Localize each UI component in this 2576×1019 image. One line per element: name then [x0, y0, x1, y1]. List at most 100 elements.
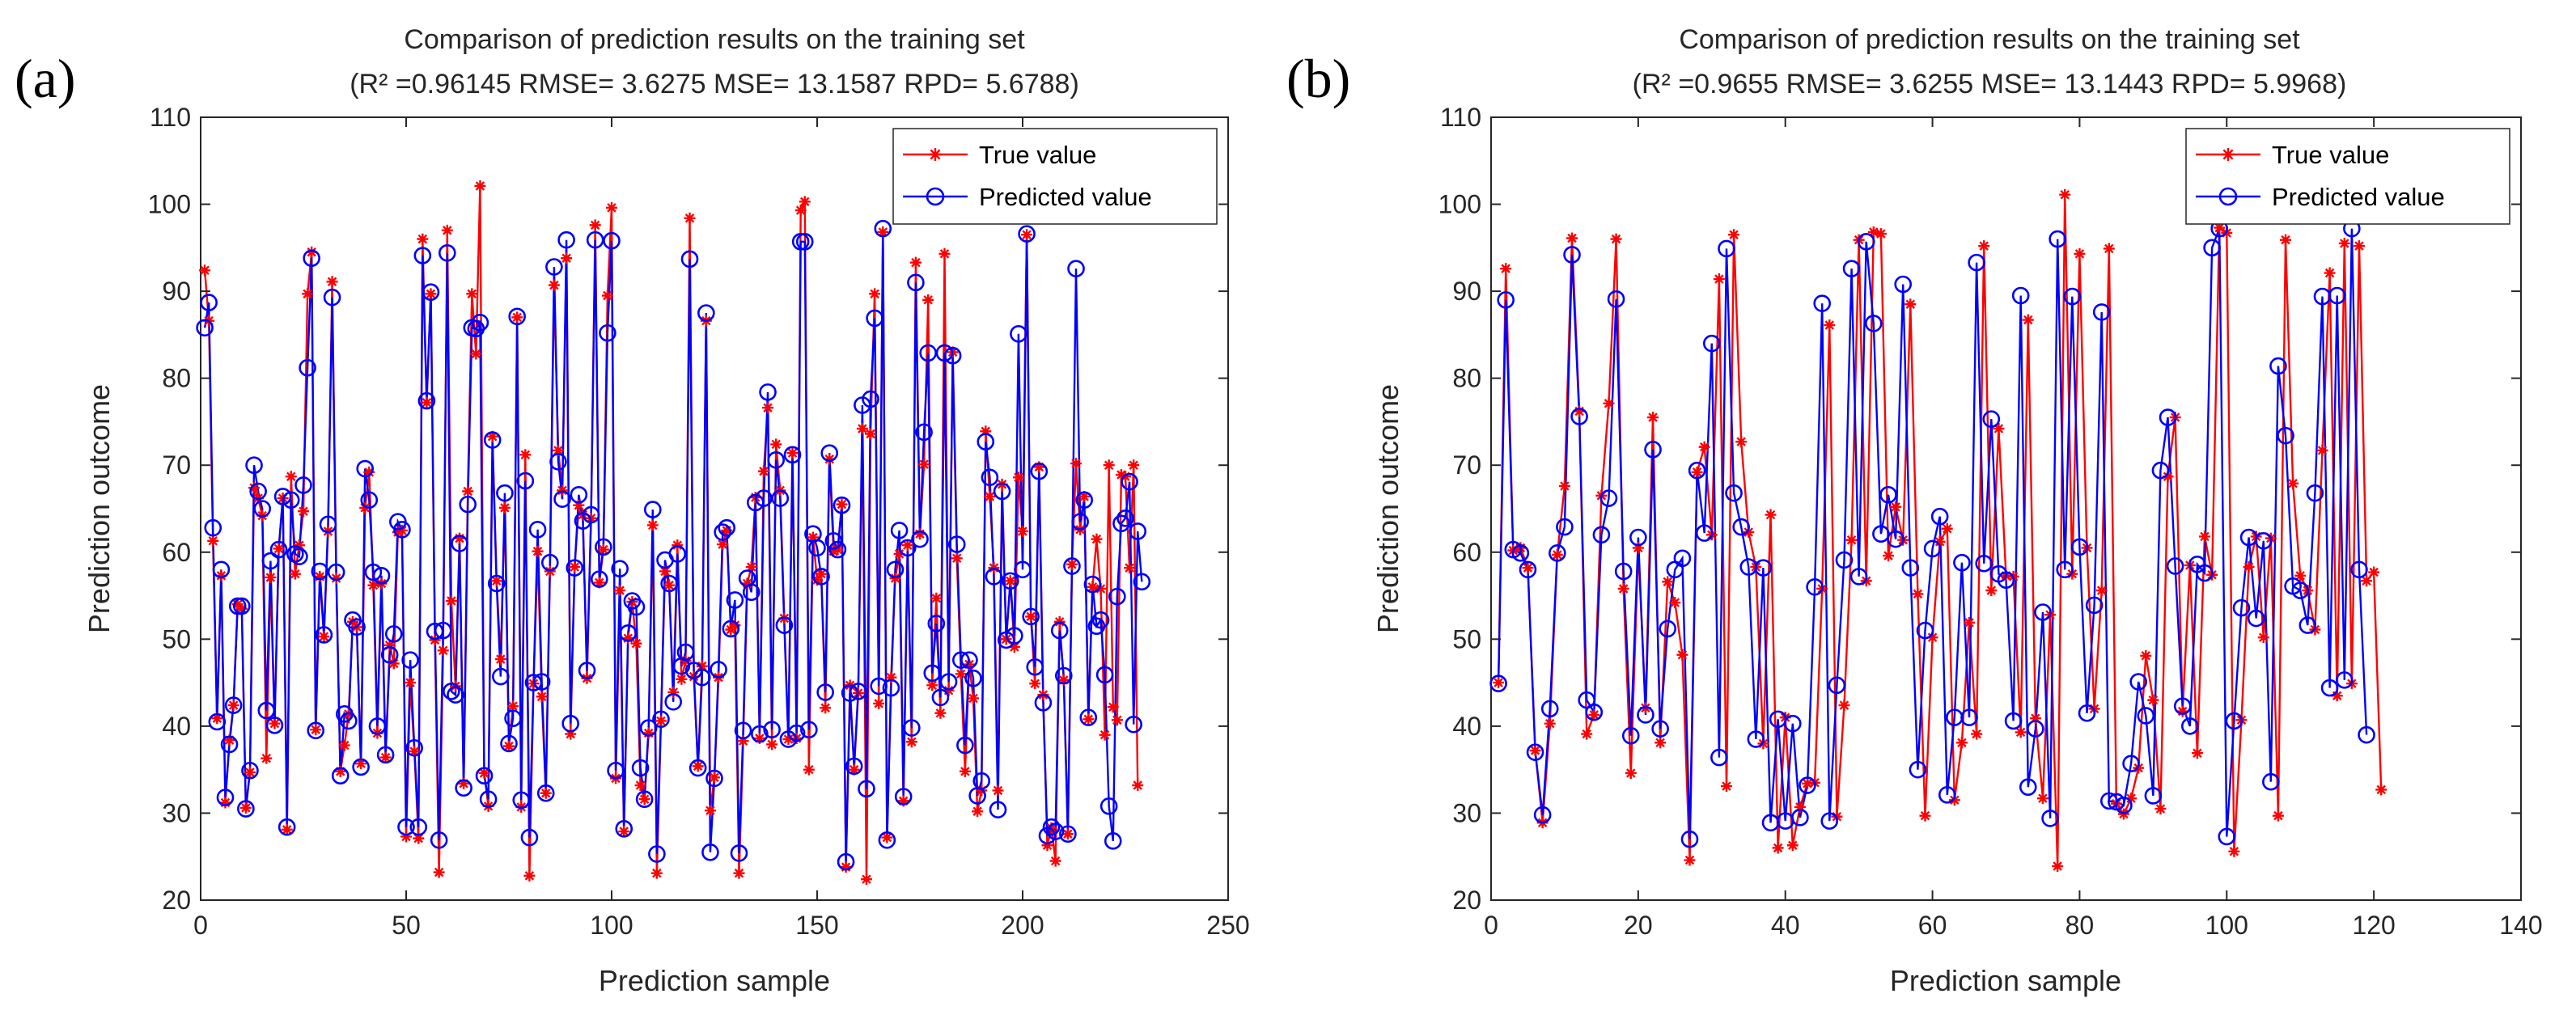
true-value-point [766, 738, 778, 751]
predicted-value-point [1909, 760, 1927, 779]
predicted-value-point [1585, 703, 1604, 721]
true-value-point [951, 552, 963, 564]
true-value-point [1610, 233, 1622, 245]
true-value-point [445, 595, 457, 607]
true-value-point [737, 735, 749, 747]
predicted-value-point [2041, 810, 2059, 827]
predicted-value-point [1059, 825, 1077, 844]
true-value-point [733, 867, 745, 879]
true-value-point [1008, 641, 1020, 653]
true-value-point [363, 466, 375, 478]
true-value-point [2338, 237, 2350, 249]
true-value-point [2375, 784, 2387, 796]
predicted-value-point [841, 684, 859, 702]
true-value-point [601, 290, 613, 302]
predicted-value-point [487, 574, 506, 593]
predicted-value-point [894, 788, 913, 805]
true-value-point [223, 734, 235, 746]
true-value-point [721, 524, 733, 536]
predicted-value-point [997, 631, 1015, 649]
predicted-value-point [2078, 704, 2096, 722]
true-value-point [293, 539, 305, 552]
chart-b-title: Comparison of prediction results on the … [1679, 24, 2300, 55]
predicted-value-point [492, 667, 510, 686]
x-tick-label: 200 [1001, 911, 1044, 940]
predicted-value-point [935, 344, 954, 362]
predicted-value-point [2262, 772, 2280, 791]
true-value-point [972, 805, 984, 818]
true-value-point [873, 697, 885, 709]
predicted-value-point [688, 759, 707, 777]
true-value-point [885, 671, 897, 683]
predicted-value-point [763, 721, 781, 738]
true-value-point [302, 288, 314, 300]
predicted-value-point [549, 453, 567, 471]
predicted-value-point [664, 692, 683, 711]
true-value-point [306, 246, 318, 258]
true-value-point [474, 180, 486, 192]
predicted-value-point [1533, 805, 1552, 824]
predicted-value-point [870, 677, 888, 696]
true-value-point [211, 712, 223, 725]
predicted-value-point [208, 712, 227, 731]
true-value-point [1124, 562, 1136, 574]
true-value-point [2154, 803, 2167, 815]
true-value-point [2022, 314, 2034, 326]
predicted-value-point [397, 818, 415, 836]
predicted-value-point [2063, 287, 2082, 306]
predicted-value-point [545, 258, 563, 276]
y-tick-label: 100 [1438, 190, 1481, 219]
true-value-point [470, 348, 482, 360]
predicted-value-point [1599, 489, 1618, 507]
predicted-value-point [1968, 253, 1985, 272]
y-tick-label: 110 [1440, 103, 1481, 132]
true-value-point [396, 524, 408, 536]
predicted-value-point [216, 789, 235, 806]
predicted-value-point [528, 521, 547, 539]
predicted-value-point [710, 661, 727, 679]
y-tick-label: 100 [148, 190, 191, 219]
true-value-point [676, 673, 688, 685]
predicted-value-point [718, 518, 736, 537]
predicted-value-point [1865, 315, 1883, 332]
true-value-point [865, 428, 877, 440]
true-value-point [569, 561, 581, 573]
chart-panel-b: (b) Comparison of prediction results on … [1286, 24, 2543, 997]
chart-b-ylabel: Prediction outcome [1371, 384, 1405, 633]
predicted-value-point [2298, 616, 2317, 634]
true-value-point [614, 585, 626, 597]
true-value-point [1057, 674, 1070, 686]
true-value-point [905, 736, 917, 748]
y-tick-label: 40 [162, 712, 191, 741]
true-value-point [207, 535, 219, 547]
y-tick-label: 40 [1452, 712, 1481, 741]
predicted-value-point [635, 790, 654, 809]
true-value-point [1985, 585, 1998, 597]
true-value-point [265, 571, 277, 583]
true-value-point [1551, 549, 1563, 561]
true-value-point [1801, 777, 1813, 789]
true-value-point [1128, 459, 1140, 471]
true-value-point [490, 575, 502, 587]
predicted-value-point [2166, 557, 2184, 575]
predicted-value-point [1695, 524, 1714, 542]
true-value-point [2214, 222, 2226, 234]
true-value-point [622, 632, 634, 645]
true-value-point [803, 763, 815, 776]
true-value-point [1544, 717, 1556, 729]
predicted-value-point [212, 560, 231, 579]
predicted-value-point [2137, 707, 2155, 725]
predicted-value-point [1842, 260, 1861, 277]
true-value-point [634, 780, 646, 792]
true-value-point [655, 715, 667, 727]
y-tick-label: 80 [162, 364, 191, 393]
predicted-value-point [331, 767, 350, 784]
predicted-value-point [1938, 786, 1956, 804]
predicted-value-point [1725, 484, 1743, 502]
predicted-value-point [2335, 671, 2354, 689]
true-value-point [1786, 839, 1799, 852]
true-value-point [901, 539, 913, 552]
predicted-value-point [1055, 666, 1073, 685]
true-value-point [437, 645, 449, 657]
predicted-value-point [340, 712, 358, 730]
